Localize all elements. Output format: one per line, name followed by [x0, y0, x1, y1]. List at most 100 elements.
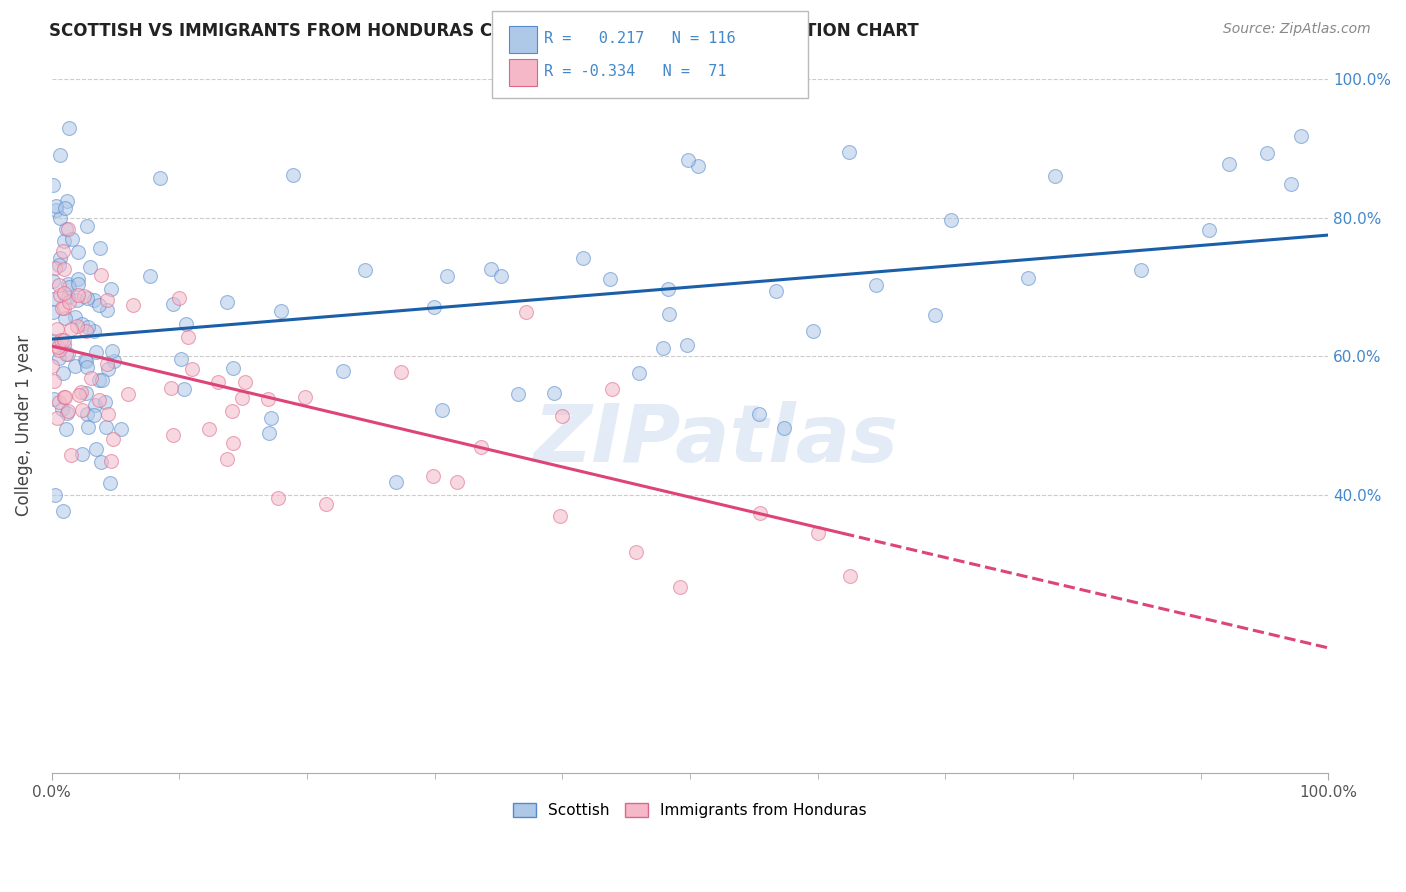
Point: [1129, 263, 1152, 277]
Point: [515, 304, 537, 318]
Text: SCOTTISH VS IMMIGRANTS FROM HONDURAS COLLEGE, UNDER 1 YEAR CORRELATION CHART: SCOTTISH VS IMMIGRANTS FROM HONDURAS COL…: [49, 22, 920, 40]
Point: [56, 194, 79, 209]
Point: [221, 435, 243, 450]
Point: [53, 338, 76, 352]
Text: ZIPatlas: ZIPatlas: [533, 401, 898, 479]
Point: [58, 290, 80, 304]
Point: [801, 324, 824, 338]
Point: [101, 344, 124, 359]
Point: [162, 296, 184, 310]
Point: [66, 293, 89, 307]
Point: [49, 148, 72, 162]
Point: [51, 301, 73, 315]
Text: R =   0.217   N = 116: R = 0.217 N = 116: [544, 31, 735, 45]
Point: [58, 346, 80, 360]
Point: [52, 333, 75, 347]
Point: [652, 342, 675, 356]
Point: [52, 504, 75, 518]
Point: [49, 211, 72, 225]
Point: [548, 508, 571, 523]
Point: [97, 407, 120, 421]
Point: [97, 362, 120, 376]
Point: [100, 454, 122, 468]
Point: [72, 317, 94, 331]
Point: [267, 491, 290, 505]
Point: [98, 476, 121, 491]
Point: [87, 298, 110, 312]
Point: [96, 293, 118, 308]
Point: [58, 280, 80, 294]
Point: [58, 294, 80, 309]
Point: [52, 244, 75, 258]
Point: [748, 506, 770, 520]
Point: [281, 168, 304, 182]
Point: [924, 308, 946, 322]
Point: [63, 310, 86, 324]
Point: [84, 345, 107, 359]
Point: [53, 391, 76, 405]
Point: [89, 373, 111, 387]
Point: [75, 354, 97, 368]
Point: [46, 340, 69, 354]
Point: [84, 398, 107, 412]
Point: [90, 372, 112, 386]
Point: [42, 374, 65, 388]
Point: [446, 475, 468, 490]
Point: [73, 289, 96, 303]
Point: [53, 285, 76, 300]
Point: [103, 354, 125, 368]
Point: [75, 385, 97, 400]
Point: [748, 408, 770, 422]
Point: [48, 395, 70, 409]
Point: [676, 338, 699, 352]
Point: [117, 386, 139, 401]
Point: [174, 317, 197, 331]
Point: [215, 452, 238, 467]
Point: [44, 488, 66, 502]
Point: [626, 545, 648, 559]
Text: Source: ZipAtlas.com: Source: ZipAtlas.com: [1223, 22, 1371, 37]
Point: [422, 468, 444, 483]
Point: [233, 375, 256, 389]
Point: [94, 394, 117, 409]
Point: [658, 307, 681, 321]
Point: [149, 171, 172, 186]
Point: [688, 159, 710, 173]
Point: [222, 360, 245, 375]
Point: [76, 291, 98, 305]
Point: [543, 385, 565, 400]
Point: [90, 455, 112, 469]
Point: [83, 408, 105, 422]
Point: [270, 304, 292, 318]
Point: [67, 244, 90, 259]
Point: [231, 391, 253, 405]
Point: [678, 153, 700, 167]
Point: [83, 324, 105, 338]
Point: [45, 203, 67, 218]
Point: [79, 260, 101, 274]
Point: [60, 449, 83, 463]
Point: [177, 330, 200, 344]
Point: [198, 422, 221, 436]
Point: [1256, 146, 1278, 161]
Point: [55, 347, 77, 361]
Point: [1279, 178, 1302, 192]
Point: [44, 260, 66, 275]
Point: [52, 234, 75, 248]
Y-axis label: College, Under 1 year: College, Under 1 year: [15, 335, 32, 516]
Point: [56, 277, 79, 291]
Point: [76, 407, 98, 421]
Point: [121, 298, 143, 312]
Point: [53, 201, 76, 215]
Point: [76, 359, 98, 374]
Point: [436, 269, 458, 284]
Point: [207, 375, 229, 389]
Point: [551, 409, 574, 423]
Point: [41, 292, 63, 306]
Point: [84, 442, 107, 456]
Point: [52, 301, 75, 315]
Point: [470, 440, 492, 454]
Point: [55, 422, 77, 436]
Point: [257, 392, 280, 407]
Point: [765, 285, 787, 299]
